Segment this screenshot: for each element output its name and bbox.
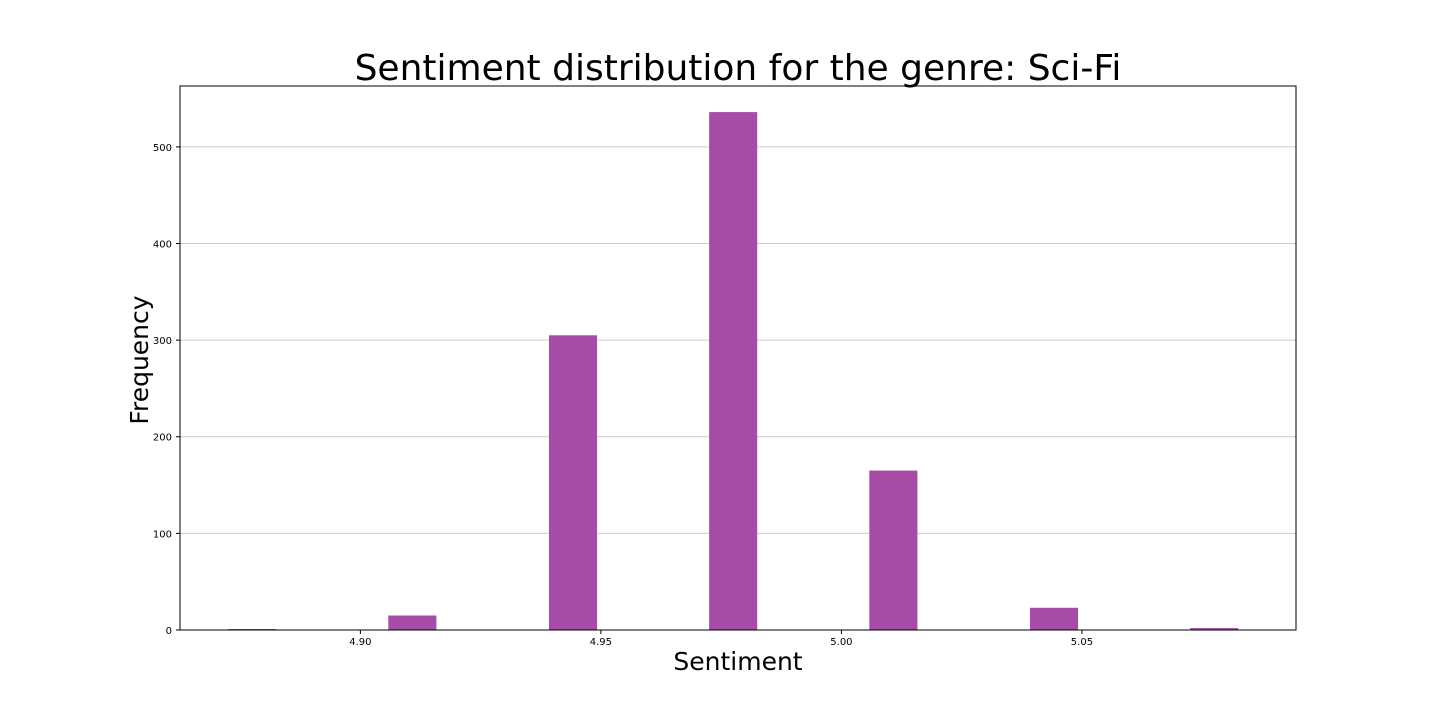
histogram-bar — [1190, 628, 1239, 630]
y-tick-label: 200 — [153, 433, 172, 444]
x-axis-ticks: 4.90 4.95 5.00 5.05 — [349, 630, 1093, 648]
chart-title: Sentiment distribution for the genre: Sc… — [355, 48, 1122, 89]
x-tick-label: 4.90 — [349, 637, 371, 648]
histogram-bar — [1029, 607, 1079, 630]
x-tick-label: 5.05 — [1071, 637, 1093, 648]
y-tick-label: 500 — [153, 143, 172, 154]
x-axis-label: Sentiment — [673, 647, 802, 676]
histogram-bar — [709, 112, 758, 630]
x-tick-label: 5.00 — [830, 637, 852, 648]
histogram-bar — [869, 470, 918, 630]
y-axis-ticks: 0 100 200 300 400 500 — [153, 143, 180, 637]
y-tick-label: 400 — [153, 239, 172, 250]
y-tick-label: 300 — [153, 336, 172, 347]
y-tick-label: 0 — [166, 626, 172, 637]
y-tick-label: 100 — [153, 529, 172, 540]
plot-frame — [179, 85, 1297, 631]
histogram-bar — [388, 615, 437, 630]
x-tick-label: 4.95 — [590, 637, 612, 648]
bars-group — [228, 112, 1239, 630]
y-axis-label: Frequency — [125, 295, 154, 424]
histogram-bar — [548, 335, 598, 630]
